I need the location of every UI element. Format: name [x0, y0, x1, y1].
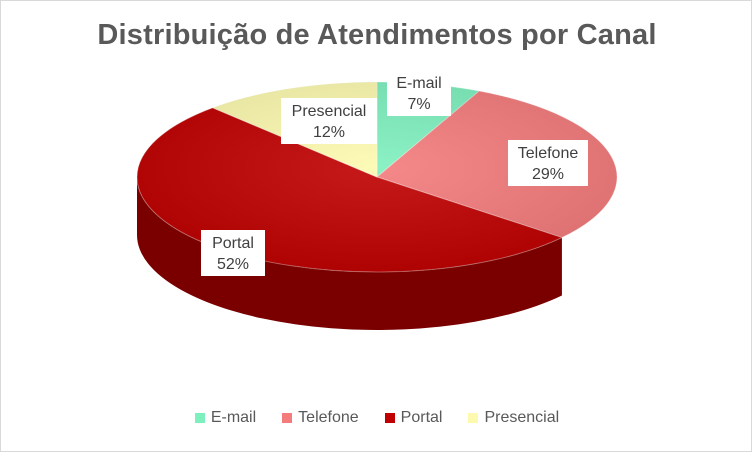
legend-item-email: E-mail	[194, 409, 257, 427]
legend-swatch-telefone	[282, 413, 293, 423]
legend-item-presencial: Presencial	[468, 409, 559, 427]
data-label-category-portal: Portal	[212, 235, 254, 252]
legend-label-telefone: Telefone	[298, 409, 359, 426]
data-label-box-portal	[201, 230, 265, 276]
data-label-portal: Portal 52%	[201, 230, 265, 276]
data-label-category-telefone: Telefone	[518, 145, 579, 162]
legend-swatch-portal	[384, 413, 395, 423]
legend-item-portal: Portal	[384, 409, 443, 427]
legend: E-mail Telefone Portal Presencial	[1, 409, 752, 427]
pie-side-portal	[137, 177, 562, 330]
data-label-category-presencial: Presencial	[292, 103, 367, 120]
legend-label-presencial: Presencial	[484, 409, 560, 426]
legend-swatch-presencial	[468, 413, 479, 423]
data-label-e-mail: E-mail 7%	[387, 70, 451, 116]
data-label-value-presencial: 12%	[313, 124, 345, 141]
chart-title: Distribuição de Atendimentos por Canal	[97, 19, 657, 51]
data-label-value-e-mail: 7%	[407, 96, 430, 113]
legend-label-email: E-mail	[210, 409, 257, 426]
data-label-box-presencial	[281, 98, 377, 144]
data-label-presencial: Presencial 12%	[281, 98, 377, 144]
data-label-value-telefone: 29%	[532, 166, 564, 183]
data-label-box-telefone	[508, 140, 588, 186]
legend-swatch-email	[194, 413, 205, 423]
legend-item-telefone: Telefone	[282, 409, 359, 427]
data-label-box-e-mail	[387, 70, 451, 116]
data-label-value-portal: 52%	[217, 256, 249, 273]
legend-label-portal: Portal	[400, 409, 443, 426]
data-label-telefone: Telefone 29%	[508, 140, 588, 186]
data-label-category-e-mail: E-mail	[396, 75, 441, 92]
